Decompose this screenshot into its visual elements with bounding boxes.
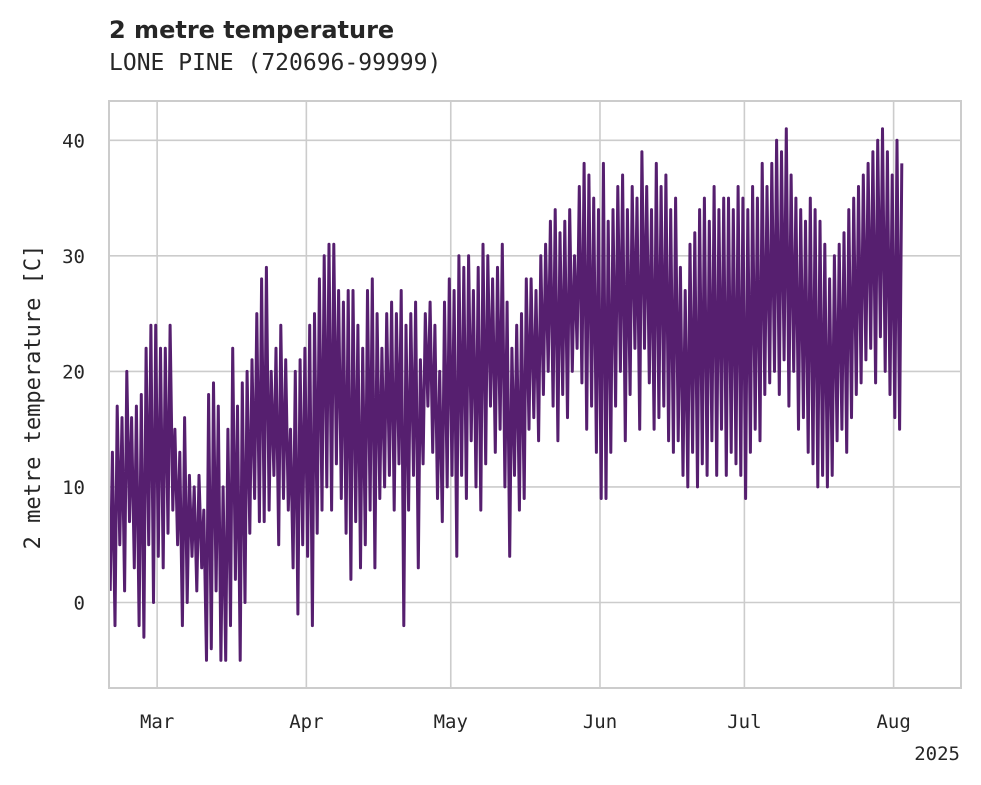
x-tick-label-may: May xyxy=(434,711,468,733)
x-axis-ticks: Mar Apr May Jun Jul Aug xyxy=(140,711,911,733)
y-tick-label: 0 xyxy=(74,592,85,614)
plot-frame xyxy=(108,100,962,689)
x-tick-label-apr: Apr xyxy=(289,711,323,733)
x-axis-year-label: 2025 xyxy=(914,743,960,765)
chart-title: 2 metre temperature xyxy=(109,16,395,44)
x-tick-label-aug: Aug xyxy=(876,711,910,733)
series-layer xyxy=(108,127,904,662)
temperature-series-line xyxy=(108,127,904,662)
x-tick-label-jun: Jun xyxy=(583,711,617,733)
y-tick-label: 30 xyxy=(62,246,85,268)
chart-subtitle: LONE PINE (720696-99999) xyxy=(109,50,442,76)
y-tick-label: 10 xyxy=(62,477,85,499)
y-tick-label: 40 xyxy=(62,130,85,152)
x-tick-label-jul: Jul xyxy=(727,711,761,733)
y-axis-label: 2 metre temperature [C] xyxy=(21,245,46,550)
y-axis-ticks: 0 10 20 30 40 xyxy=(62,130,85,614)
x-tick-label-mar: Mar xyxy=(140,711,174,733)
y-tick-label: 20 xyxy=(62,361,85,383)
